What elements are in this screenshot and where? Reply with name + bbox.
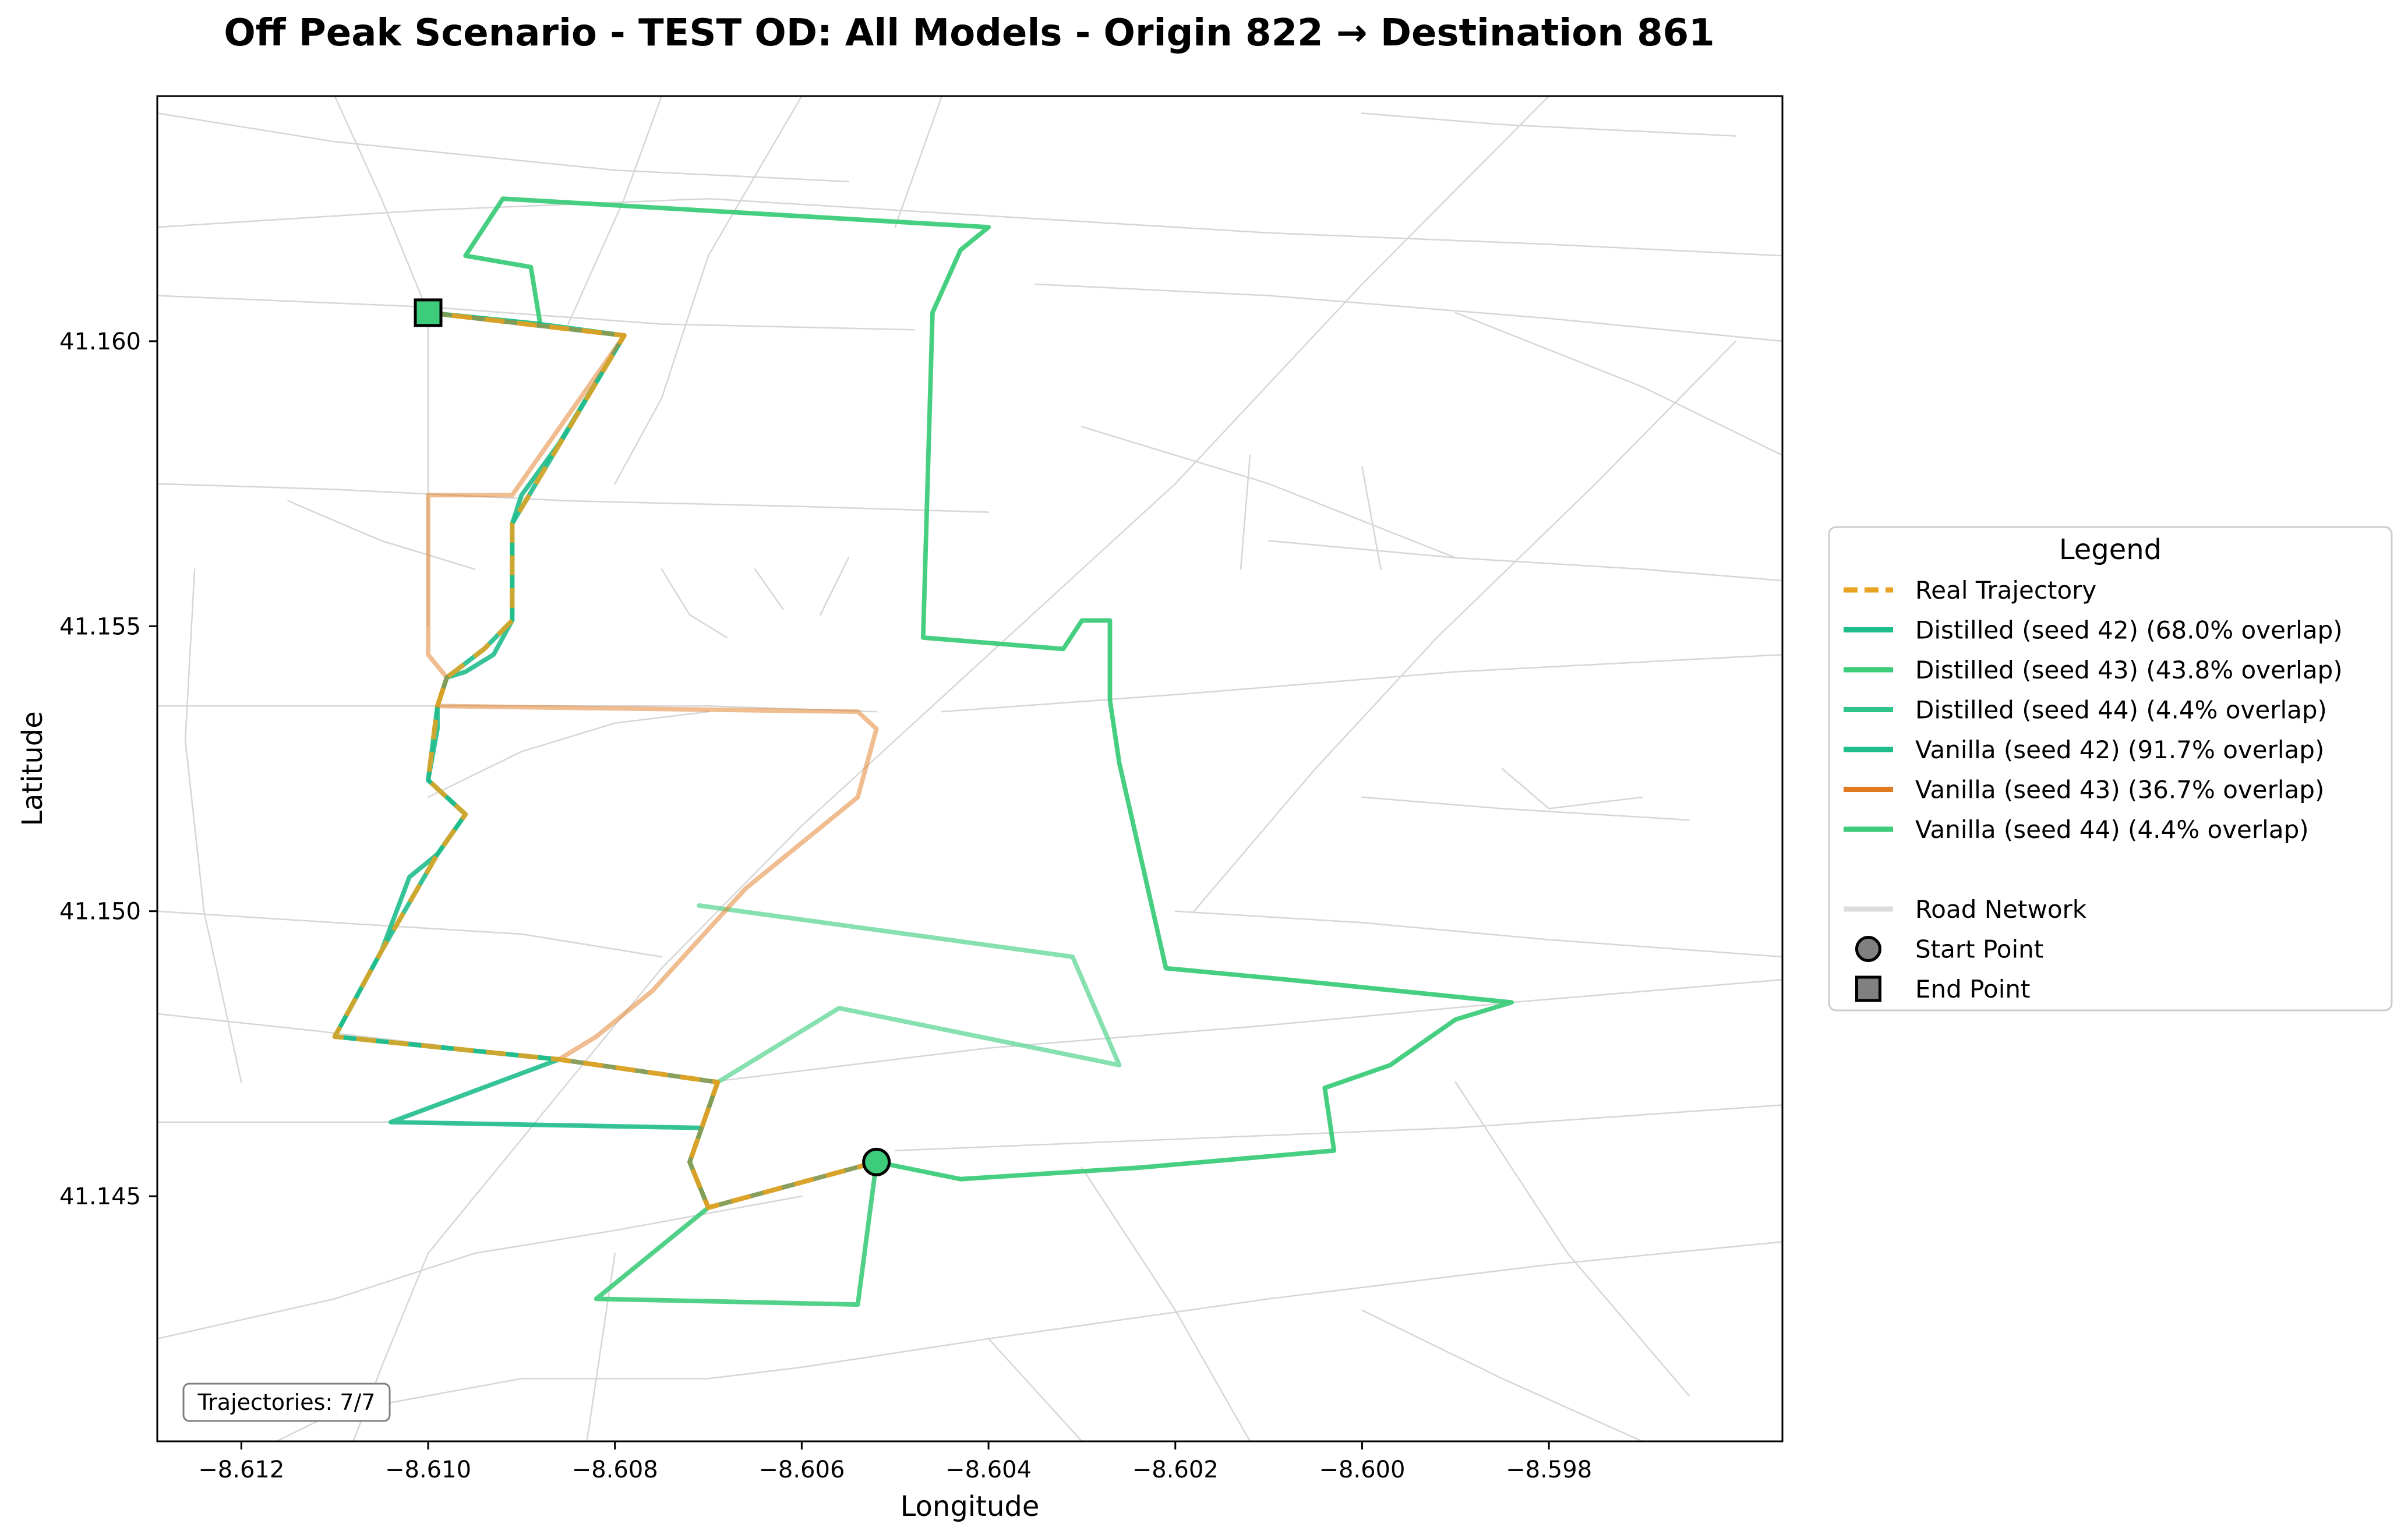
road-segment [820, 557, 849, 616]
legend-label: Road Network [1915, 895, 2087, 924]
legend-label: Distilled (seed 44) (4.4% overlap) [1915, 696, 2327, 724]
legend-label: Distilled (seed 42) (68.0% overlap) [1915, 616, 2343, 645]
x-tick-label: −8.604 [945, 1456, 1032, 1483]
legend-box [1828, 526, 2393, 1012]
road-segment [1081, 426, 1457, 559]
road-segment [157, 295, 915, 331]
legend-label: Vanilla (seed 44) (4.4% overlap) [1915, 815, 2309, 844]
road-segment [894, 96, 943, 228]
x-tick-label: −8.610 [385, 1456, 471, 1483]
trajectory-count-annotation: Trajectories: 7/7 [182, 1383, 391, 1422]
road-segment [1361, 1309, 1643, 1441]
legend-label: Vanilla (seed 42) (91.7% overlap) [1915, 736, 2324, 764]
y-axis-label: Latitude [16, 711, 49, 826]
road-segment [1174, 910, 1782, 958]
trajectory-line [697, 903, 1122, 1085]
start-point-marker [862, 1147, 891, 1176]
x-tick-label: −8.598 [1506, 1456, 1592, 1483]
road-segment [941, 653, 1782, 713]
road-segment [661, 568, 728, 639]
trajectory-count-text: Trajectories: 7/7 [197, 1389, 376, 1415]
legend-label: Start Point [1915, 935, 2043, 964]
road-segment [157, 112, 849, 183]
y-tick-label: 41.150 [59, 899, 141, 925]
road-segment [157, 483, 990, 513]
road-segment [157, 197, 1782, 257]
road-segment [1361, 796, 1690, 821]
road-segment [567, 96, 663, 325]
road-segment [1267, 540, 1782, 582]
marker-layer [414, 298, 891, 1176]
road-segment [754, 568, 784, 610]
trajectory-line [426, 196, 1514, 1182]
road-segment [157, 910, 663, 958]
road-segment [1240, 454, 1251, 570]
road-segment [274, 1366, 803, 1441]
x-tick-label: −8.602 [1132, 1456, 1219, 1483]
y-tick-label: 41.160 [59, 328, 141, 355]
road-segment [894, 1104, 1782, 1152]
road-segment [1361, 112, 1737, 137]
road-segment [184, 568, 242, 1083]
legend-end-marker [1855, 975, 1881, 1002]
road-segment [1454, 1081, 1690, 1396]
road-segment [1361, 465, 1382, 570]
road-segment [427, 96, 1550, 1254]
end-point-marker [414, 298, 443, 327]
x-tick-label: −8.606 [758, 1456, 845, 1483]
y-axis-ticks: 41.145 41.150 41.155 41.160 [59, 328, 157, 1210]
road-segment [801, 1241, 1782, 1369]
road-segment [157, 1195, 803, 1340]
road-segment [1081, 1166, 1251, 1441]
road-segment [1193, 340, 1737, 912]
x-tick-label: −8.612 [198, 1456, 284, 1483]
road-segment [707, 978, 1782, 1083]
legend-entries: Real Trajectory Distilled (seed 42) (68.0… [1844, 576, 2343, 1003]
legend-title: Legend [2059, 533, 2162, 566]
trajectory-layer [332, 196, 1514, 1307]
plot-frame [156, 95, 1784, 1442]
road-segment [427, 710, 709, 798]
road-segment [614, 96, 803, 485]
legend-label: End Point [1915, 975, 2030, 1003]
trajectory-line [332, 310, 877, 1210]
legend-label: Distilled (seed 43) (43.8% overlap) [1915, 656, 2343, 684]
legend: Legend Real Trajectory Distilled (seed 42… [1828, 526, 2393, 1012]
road-segment [287, 500, 476, 570]
x-axis-ticks: −8.612 −8.610 −8.608 −8.606 −8.604 −8.602 −8.6… [198, 1441, 1592, 1483]
y-tick-label: 41.145 [59, 1183, 141, 1210]
legend-start-marker [1855, 936, 1881, 962]
legend-label: Vanilla (seed 43) (36.7% overlap) [1915, 776, 2324, 804]
road-segment [987, 1338, 1083, 1441]
x-tick-label: −8.608 [572, 1456, 658, 1483]
road-segment [1034, 283, 1782, 342]
legend-label: Real Trajectory [1915, 576, 2096, 604]
chart-title: Off Peak Scenario - TEST OD: All Models … [224, 12, 1714, 55]
x-tick-label: −8.600 [1319, 1456, 1405, 1483]
road-segment [1454, 312, 1782, 456]
x-axis-label: Longitude [901, 1490, 1040, 1523]
plot-area [157, 96, 1782, 1441]
y-tick-label: 41.155 [59, 613, 141, 640]
road-segment [1501, 768, 1643, 809]
